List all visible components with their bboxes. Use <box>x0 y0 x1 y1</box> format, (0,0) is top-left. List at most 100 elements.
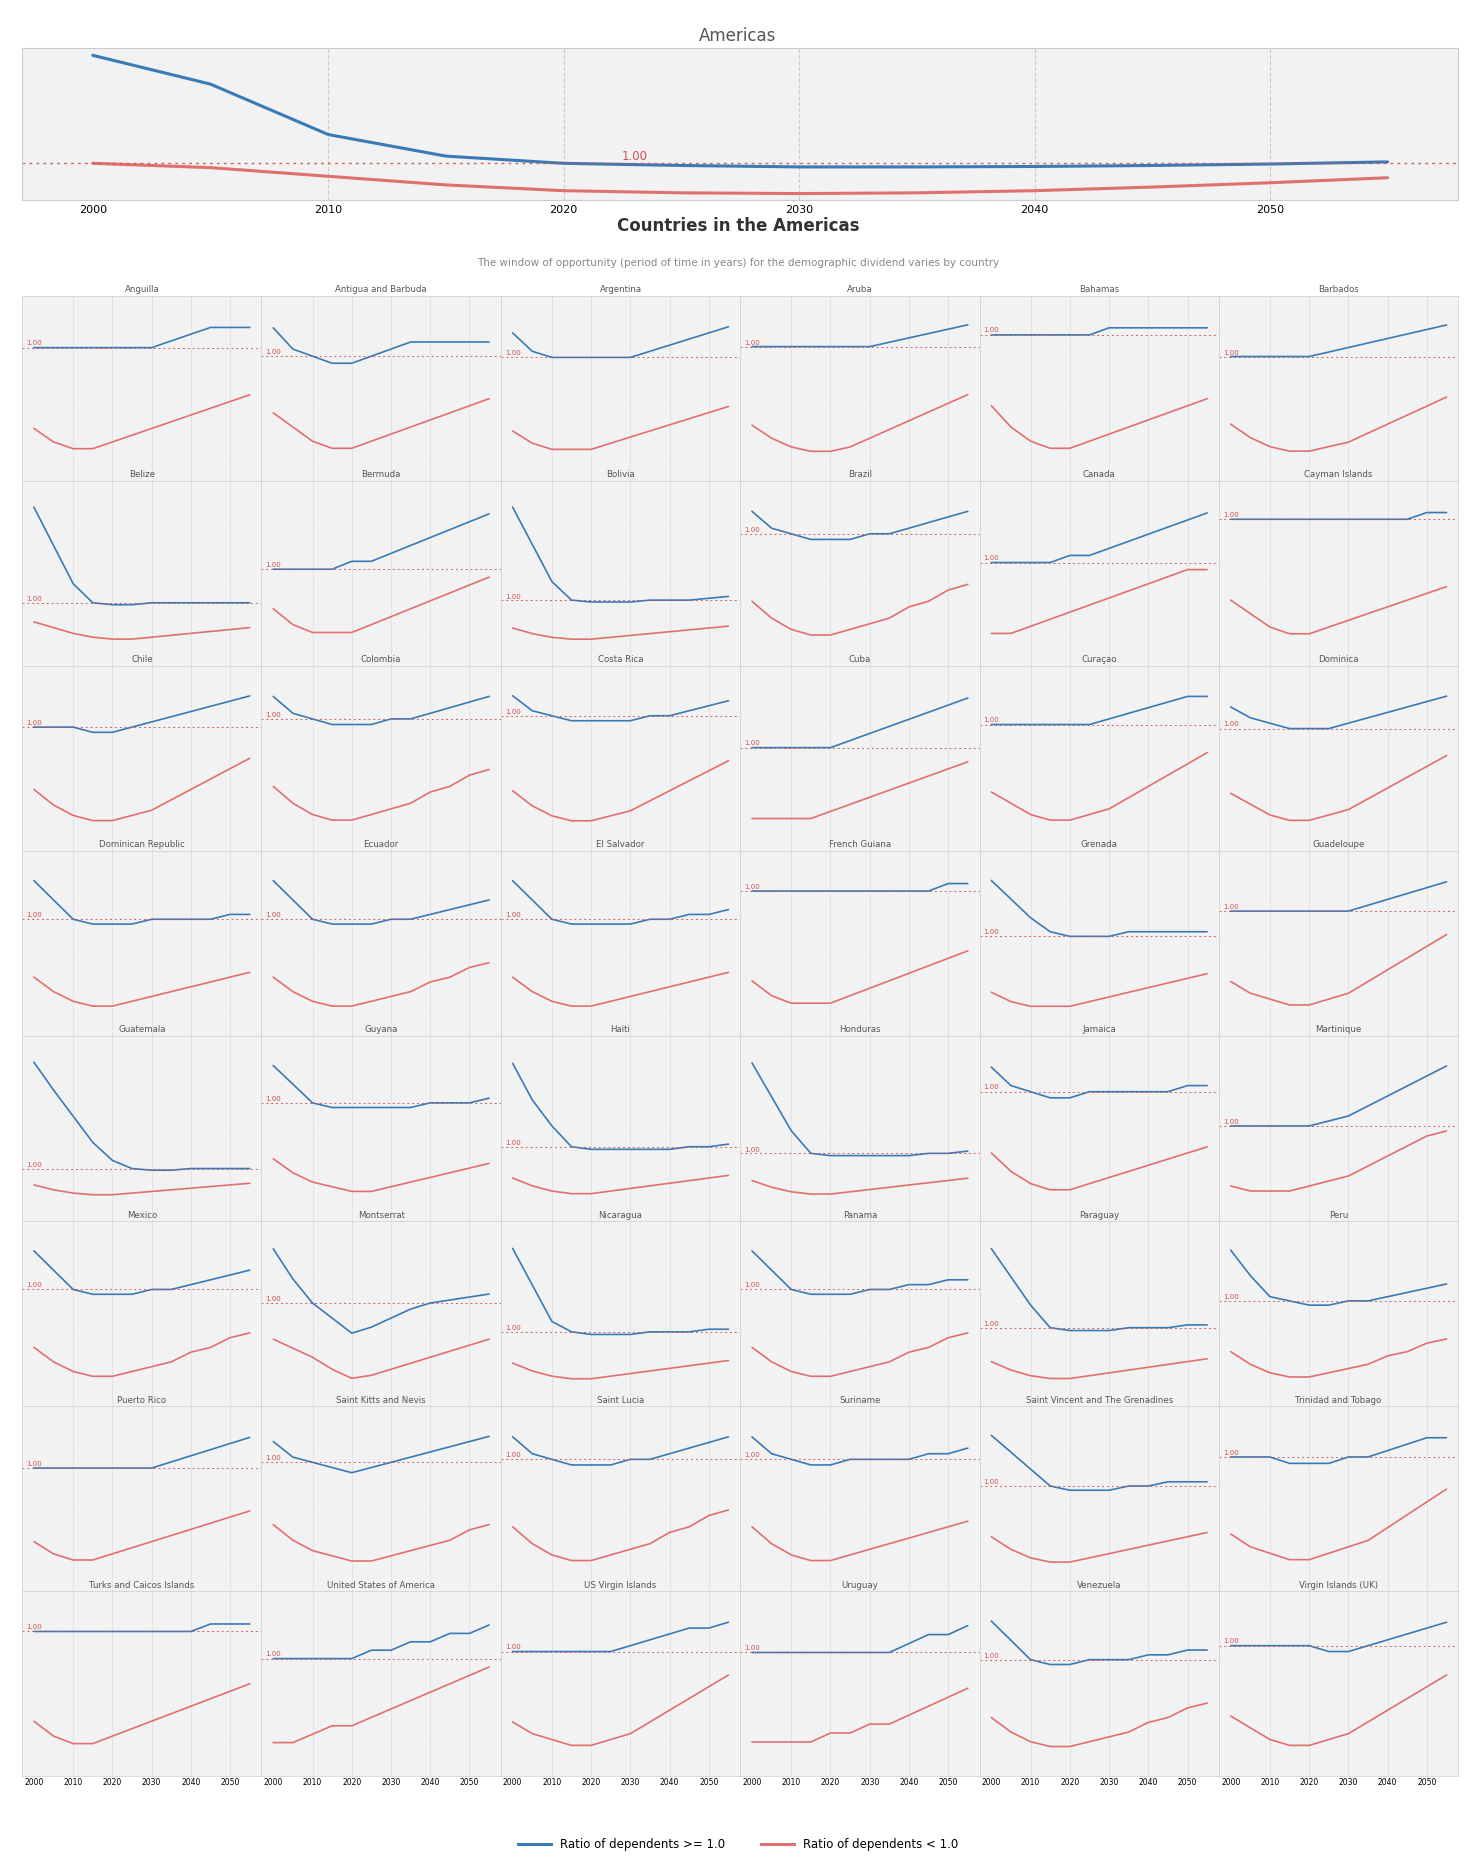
Text: 1.00: 1.00 <box>983 1322 999 1328</box>
Text: 1.00: 1.00 <box>27 1162 41 1167</box>
Title: Belize: Belize <box>128 469 155 479</box>
Title: Mexico: Mexico <box>127 1210 156 1220</box>
Title: Virgin Islands (UK): Virgin Islands (UK) <box>1299 1581 1379 1590</box>
Title: Grenada: Grenada <box>1080 840 1117 849</box>
Text: 1.00: 1.00 <box>744 1147 760 1153</box>
Title: Canada: Canada <box>1083 469 1116 479</box>
Title: Puerto Rico: Puerto Rico <box>117 1396 167 1404</box>
Text: 1.00: 1.00 <box>744 1452 760 1458</box>
Text: 1.00: 1.00 <box>1222 1119 1238 1125</box>
Text: 1.00: 1.00 <box>505 1644 521 1650</box>
Text: 1.00: 1.00 <box>1222 1450 1238 1456</box>
Text: 1.00: 1.00 <box>266 1097 280 1102</box>
Title: Bolivia: Bolivia <box>607 469 635 479</box>
Title: Suriname: Suriname <box>840 1396 881 1404</box>
Text: 1.00: 1.00 <box>266 912 280 918</box>
Text: 1.00: 1.00 <box>27 1624 41 1629</box>
Text: 1.00: 1.00 <box>983 328 999 333</box>
Text: 1.00: 1.00 <box>27 1462 41 1467</box>
Text: 1.00: 1.00 <box>266 1296 280 1302</box>
Text: 1.00: 1.00 <box>983 555 999 560</box>
Title: Haiti: Haiti <box>611 1026 630 1035</box>
Text: 1.00: 1.00 <box>744 1283 760 1289</box>
Text: The window of opportunity (period of time in years) for the demographic dividend: The window of opportunity (period of tim… <box>477 257 999 268</box>
Text: 1.00: 1.00 <box>744 527 760 533</box>
Text: 1.00: 1.00 <box>27 912 41 918</box>
Text: 1.00: 1.00 <box>1222 721 1238 728</box>
Title: Aruba: Aruba <box>847 285 872 294</box>
Text: 1.00: 1.00 <box>505 1326 521 1331</box>
Text: 1.00: 1.00 <box>505 1452 521 1458</box>
Title: Paraguay: Paraguay <box>1079 1210 1119 1220</box>
Text: 1.00: 1.00 <box>983 717 999 724</box>
Text: 1.00: 1.00 <box>266 562 280 568</box>
Title: Cayman Islands: Cayman Islands <box>1305 469 1373 479</box>
Text: 1.00: 1.00 <box>1222 512 1238 518</box>
Text: 1.00: 1.00 <box>1222 1294 1238 1300</box>
Title: Antigua and Barbuda: Antigua and Barbuda <box>335 285 427 294</box>
Text: 1.00: 1.00 <box>983 1653 999 1659</box>
Title: Trinidad and Tobago: Trinidad and Tobago <box>1296 1396 1382 1404</box>
Title: Nicaragua: Nicaragua <box>599 1210 642 1220</box>
Title: Honduras: Honduras <box>840 1026 881 1035</box>
Title: Dominican Republic: Dominican Republic <box>99 840 184 849</box>
Title: Bahamas: Bahamas <box>1079 285 1119 294</box>
Text: 1.00: 1.00 <box>27 341 41 346</box>
Text: 1.00: 1.00 <box>983 929 999 935</box>
Title: Dominica: Dominica <box>1318 655 1359 665</box>
Title: Peru: Peru <box>1328 1210 1348 1220</box>
Title: Barbados: Barbados <box>1318 285 1359 294</box>
Title: Martinique: Martinique <box>1315 1026 1362 1035</box>
Text: 1.00: 1.00 <box>505 912 521 918</box>
Text: 1.00: 1.00 <box>266 348 280 356</box>
Text: 1.00: 1.00 <box>621 149 648 162</box>
Title: Brazil: Brazil <box>847 469 872 479</box>
Text: 1.00: 1.00 <box>27 721 41 726</box>
Title: El Salvador: El Salvador <box>596 840 645 849</box>
Text: 1.00: 1.00 <box>744 741 760 747</box>
Title: Guatemala: Guatemala <box>118 1026 165 1035</box>
Text: 1.00: 1.00 <box>27 596 41 603</box>
Title: Costa Rica: Costa Rica <box>598 655 644 665</box>
Text: 1.00: 1.00 <box>266 1456 280 1462</box>
Title: Anguilla: Anguilla <box>124 285 159 294</box>
Text: Countries in the Americas: Countries in the Americas <box>617 216 859 235</box>
Text: 1.00: 1.00 <box>744 1644 760 1652</box>
Title: French Guiana: French Guiana <box>830 840 892 849</box>
Text: 1.00: 1.00 <box>505 594 521 600</box>
Title: Ecuador: Ecuador <box>363 840 399 849</box>
Title: Curaçao: Curaçao <box>1082 655 1117 665</box>
Text: 1.00: 1.00 <box>744 884 760 890</box>
Text: 1.00: 1.00 <box>505 350 521 356</box>
Text: Americas: Americas <box>700 26 776 45</box>
Title: Saint Vincent and The Grenadines: Saint Vincent and The Grenadines <box>1026 1396 1173 1404</box>
Title: Uruguay: Uruguay <box>841 1581 878 1590</box>
Text: 1.00: 1.00 <box>983 1478 999 1486</box>
Title: Guyana: Guyana <box>365 1026 399 1035</box>
Title: Venezuela: Venezuela <box>1077 1581 1122 1590</box>
Text: 1.00: 1.00 <box>505 709 521 715</box>
Text: 1.00: 1.00 <box>266 1652 280 1657</box>
Text: 1.00: 1.00 <box>1222 903 1238 911</box>
Title: Guadeloupe: Guadeloupe <box>1312 840 1365 849</box>
Title: Jamaica: Jamaica <box>1082 1026 1116 1035</box>
Title: Saint Lucia: Saint Lucia <box>596 1396 644 1404</box>
Title: Cuba: Cuba <box>849 655 871 665</box>
Text: 1.00: 1.00 <box>505 1140 521 1147</box>
Title: Chile: Chile <box>131 655 152 665</box>
Text: 1.00: 1.00 <box>983 1084 999 1091</box>
Text: 1.00: 1.00 <box>744 339 760 346</box>
Title: United States of America: United States of America <box>328 1581 435 1590</box>
Text: 1.00: 1.00 <box>1222 350 1238 356</box>
Title: Turks and Caicos Islands: Turks and Caicos Islands <box>89 1581 195 1590</box>
Title: Argentina: Argentina <box>599 285 642 294</box>
Title: Bermuda: Bermuda <box>362 469 401 479</box>
Title: Panama: Panama <box>843 1210 877 1220</box>
Title: Colombia: Colombia <box>362 655 401 665</box>
Text: 1.00: 1.00 <box>27 1283 41 1289</box>
Text: 1.00: 1.00 <box>1222 1639 1238 1644</box>
Title: Saint Kitts and Nevis: Saint Kitts and Nevis <box>337 1396 427 1404</box>
Text: 1.00: 1.00 <box>266 711 280 717</box>
Legend: Ratio of dependents >= 1.0, Ratio of dependents < 1.0: Ratio of dependents >= 1.0, Ratio of dep… <box>512 1834 964 1856</box>
Title: Montserrat: Montserrat <box>357 1210 404 1220</box>
